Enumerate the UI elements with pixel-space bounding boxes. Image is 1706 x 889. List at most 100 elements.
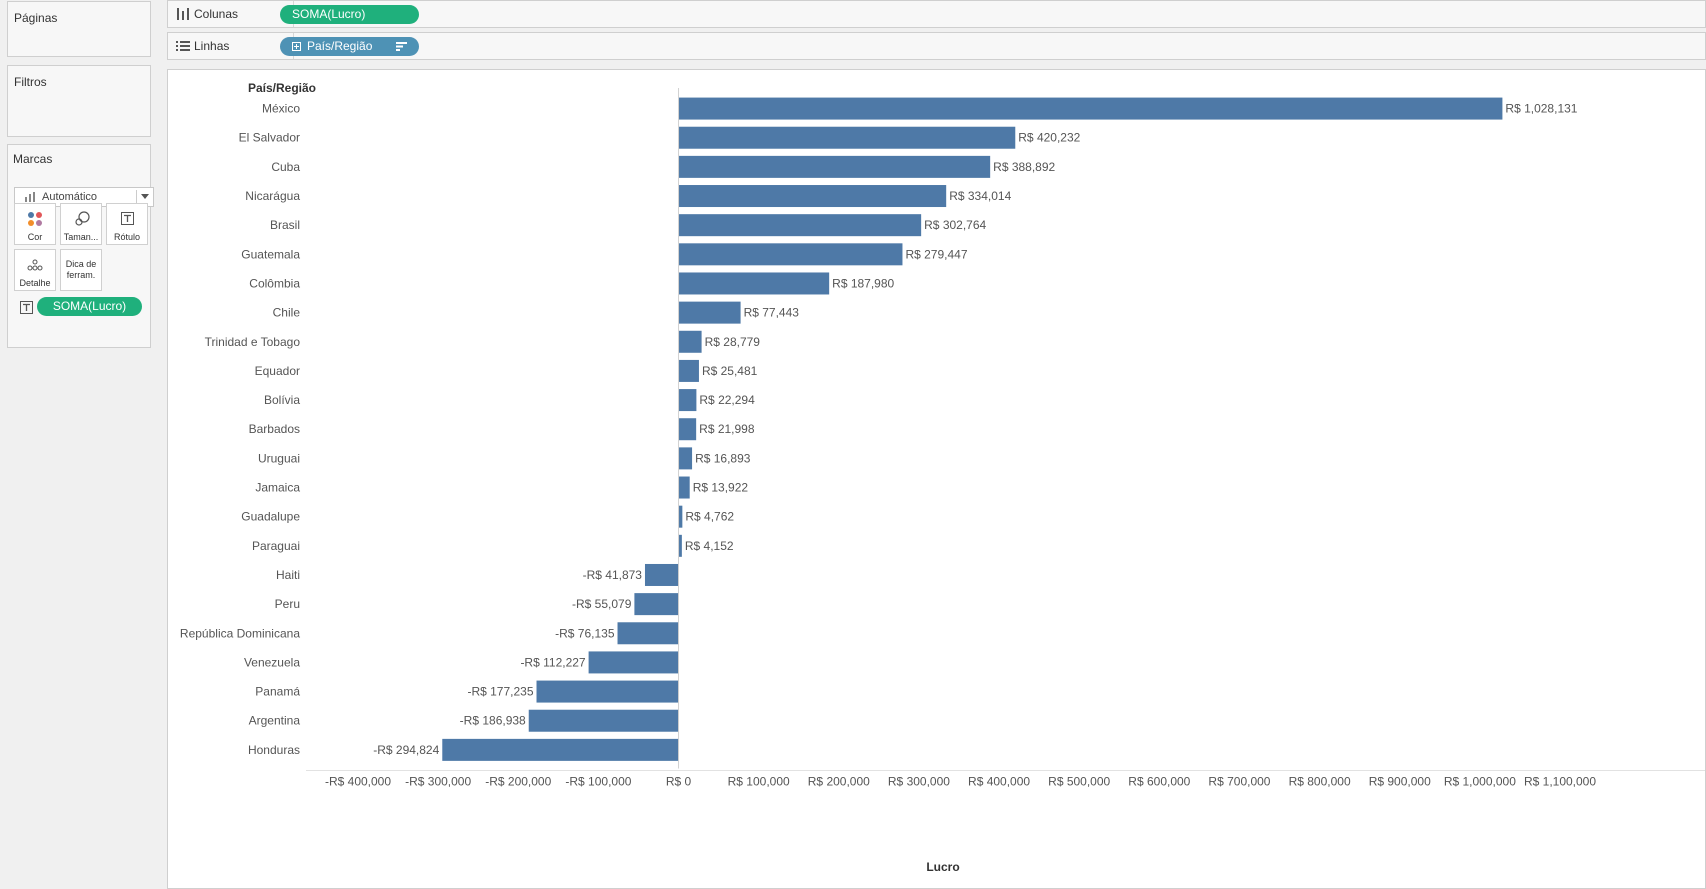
- bar[interactable]: [528, 709, 679, 732]
- detail-button-label: Detalhe: [19, 278, 51, 288]
- detail-button[interactable]: Detalhe: [14, 249, 56, 291]
- bar[interactable]: [678, 476, 690, 499]
- bar[interactable]: [678, 389, 697, 412]
- x-tick-label: R$ 1,000,000: [1444, 774, 1516, 788]
- category-label: Haiti: [276, 568, 300, 582]
- tooltip-button[interactable]: Dica de ferram.: [60, 249, 102, 291]
- bar[interactable]: [678, 272, 830, 295]
- data-label: R$ 13,922: [693, 481, 749, 495]
- mark-type-label: Automático: [42, 191, 98, 203]
- category-label: Uruguai: [258, 451, 300, 465]
- data-label: R$ 16,893: [695, 451, 751, 465]
- category-label: Nicarágua: [245, 189, 300, 203]
- marks-title: Marcas: [13, 152, 53, 166]
- columns-shelf[interactable]: Colunas SOMA(Lucro): [167, 0, 1706, 28]
- x-tick-label: R$ 500,000: [1048, 774, 1110, 788]
- data-label: R$ 187,980: [832, 276, 894, 290]
- bar[interactable]: [442, 738, 679, 761]
- x-tick-label: R$ 200,000: [808, 774, 870, 788]
- rows-pill-text: País/Região: [307, 39, 373, 53]
- label-icon: [20, 301, 33, 314]
- bar[interactable]: [678, 330, 702, 353]
- x-tick-label: R$ 800,000: [1289, 774, 1351, 788]
- marks-label-pill[interactable]: SOMA(Lucro): [37, 297, 142, 316]
- data-label: -R$ 112,227: [520, 655, 585, 669]
- color-button[interactable]: Cor: [14, 203, 56, 245]
- profit-bar-chart[interactable]: País/Região México R$ 1,028,131 El Salvado…: [168, 70, 1705, 888]
- bar[interactable]: [678, 126, 1016, 149]
- chevron-down-icon: [141, 194, 149, 199]
- bar[interactable]: [678, 359, 699, 382]
- columns-label: Colunas: [194, 7, 239, 21]
- bar[interactable]: [678, 155, 991, 178]
- bar[interactable]: [644, 563, 679, 586]
- columns-pill[interactable]: SOMA(Lucro): [280, 5, 419, 24]
- x-axis-title: Lucro: [926, 860, 959, 874]
- columns-icon: [177, 8, 189, 20]
- x-tick-label: R$ 1,100,000: [1524, 774, 1596, 788]
- bar[interactable]: [678, 447, 693, 470]
- x-tick-label: R$ 0: [666, 774, 692, 788]
- detail-icon: [27, 259, 43, 271]
- x-tick-label: R$ 400,000: [968, 774, 1030, 788]
- bar[interactable]: [678, 534, 682, 557]
- bar[interactable]: [678, 97, 1503, 120]
- data-label: R$ 4,762: [685, 510, 734, 524]
- x-axis: -R$ 400,000 -R$ 300,000 -R$ 200,000 -R$ 100…: [306, 88, 1705, 788]
- pages-card[interactable]: Páginas: [7, 1, 151, 57]
- sort-icon: [396, 42, 407, 51]
- bar[interactable]: [588, 651, 679, 674]
- data-label: -R$ 55,079: [572, 597, 632, 611]
- data-label: -R$ 186,938: [460, 714, 526, 728]
- bar[interactable]: [678, 214, 922, 237]
- bar[interactable]: [678, 505, 683, 528]
- category-label: Cuba: [271, 160, 300, 174]
- x-tick-label: R$ 700,000: [1208, 774, 1270, 788]
- bar[interactable]: [634, 593, 679, 616]
- data-label: R$ 25,481: [702, 364, 758, 378]
- category-label: Argentina: [249, 714, 301, 728]
- data-label: -R$ 177,235: [467, 685, 533, 699]
- data-label: R$ 302,764: [924, 218, 986, 232]
- category-label: Guadalupe: [241, 510, 300, 524]
- bar[interactable]: [678, 243, 903, 266]
- bar[interactable]: [536, 680, 679, 703]
- category-label: Bolívia: [264, 393, 300, 407]
- bar[interactable]: [678, 185, 947, 208]
- size-icon: [75, 211, 90, 226]
- bar-chart-icon: [25, 192, 35, 202]
- x-tick-label: R$ 900,000: [1369, 774, 1431, 788]
- category-label: México: [262, 102, 300, 116]
- label-button[interactable]: Rótulo: [106, 203, 148, 245]
- label-icon: [121, 212, 134, 225]
- data-label: R$ 28,779: [705, 335, 761, 349]
- data-label: R$ 420,232: [1018, 131, 1080, 145]
- expand-icon: [292, 42, 301, 51]
- view-area[interactable]: País/Região México R$ 1,028,131 El Salvado…: [167, 69, 1706, 889]
- x-tick-label: R$ 300,000: [888, 774, 950, 788]
- label-button-label: Rótulo: [113, 232, 140, 242]
- category-label: Guatemala: [241, 247, 300, 261]
- data-label: R$ 77,443: [744, 306, 800, 320]
- category-label: Chile: [273, 306, 301, 320]
- rows-shelf[interactable]: Linhas País/Região: [167, 32, 1706, 60]
- data-label: R$ 388,892: [993, 160, 1055, 174]
- category-label: Peru: [275, 597, 300, 611]
- color-button-label: Cor: [27, 232, 43, 242]
- filters-card[interactable]: Filtros: [7, 65, 151, 137]
- x-tick-label: -R$ 100,000: [565, 774, 631, 788]
- bar[interactable]: [617, 622, 679, 645]
- category-label: Brasil: [270, 218, 300, 232]
- bar[interactable]: [678, 301, 741, 324]
- data-label: -R$ 76,135: [555, 626, 615, 640]
- x-tick-label: -R$ 400,000: [325, 774, 391, 788]
- rows-pill[interactable]: País/Região: [280, 37, 419, 56]
- row-header: País/Região: [248, 81, 316, 95]
- category-label: Barbados: [249, 422, 300, 436]
- bar[interactable]: [678, 418, 697, 441]
- size-button[interactable]: Taman...: [60, 203, 102, 245]
- x-tick-label: R$ 600,000: [1128, 774, 1190, 788]
- x-tick-label: -R$ 200,000: [485, 774, 551, 788]
- marks-card: [7, 144, 151, 348]
- size-button-label: Taman...: [63, 232, 99, 242]
